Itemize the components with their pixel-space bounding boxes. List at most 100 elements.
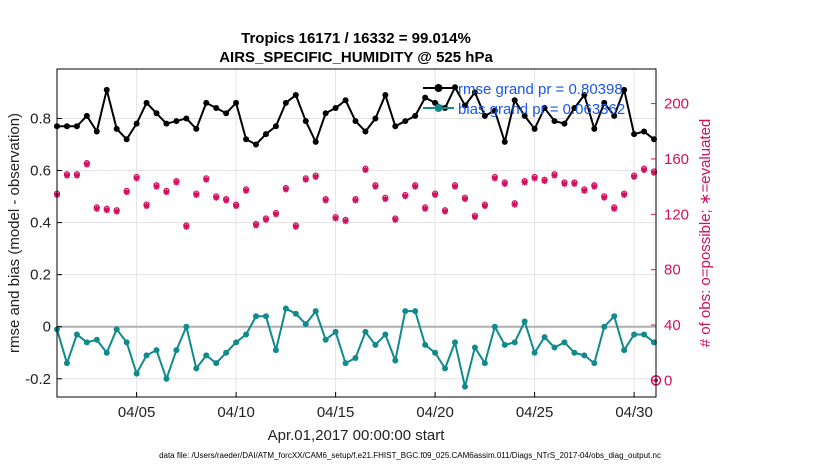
- bias-point: [412, 308, 419, 315]
- obs-evaluated-point: [541, 178, 548, 185]
- obs-evaluated-point: [243, 187, 250, 194]
- bias-point: [133, 370, 140, 377]
- chart-title-line2: AIRS_SPECIFIC_HUMIDITY @ 525 hPa: [219, 49, 493, 66]
- rmse-point: [93, 128, 100, 135]
- obs-evaluated-point: [282, 186, 289, 193]
- rmse-point: [551, 118, 558, 125]
- rmse-point: [471, 89, 478, 96]
- obs-evaluated-point: [63, 172, 70, 179]
- rmse-point: [581, 92, 588, 99]
- bias-point: [561, 339, 568, 346]
- plot-area: [53, 68, 662, 398]
- bias-point: [332, 328, 339, 335]
- bias-point: [641, 331, 648, 338]
- rmse-point: [113, 125, 120, 132]
- right-axis: 0 40 80 120 160 200: [651, 96, 689, 389]
- rmse-point: [601, 99, 608, 106]
- obs-evaluated-point: [183, 223, 190, 230]
- y-axis-label-right: # of obs: o=possible; ∗=evaluated: [697, 119, 714, 348]
- rmse-point: [332, 105, 339, 112]
- bias-point: [372, 341, 379, 348]
- series-layer: [54, 84, 658, 390]
- rmse-point: [153, 110, 160, 117]
- y-right-tick-label: 0: [664, 372, 672, 389]
- rmse-point: [432, 99, 439, 106]
- plot-frame: [56, 68, 657, 398]
- rmse-point: [511, 97, 518, 104]
- bias-point: [103, 349, 110, 356]
- rmse-point: [73, 123, 80, 130]
- rmse-point: [521, 112, 528, 119]
- rmse-point: [422, 94, 429, 101]
- rmse-point: [83, 112, 90, 119]
- bias-point: [571, 349, 578, 356]
- rmse-point: [631, 131, 638, 138]
- y-axis-label: rmse and bias (model - observation): [6, 113, 23, 353]
- bias-point: [461, 383, 468, 390]
- obs-evaluated-point: [571, 180, 578, 187]
- bias-point: [631, 331, 638, 338]
- obs-evaluated-point: [272, 211, 279, 218]
- legend-bias-label: bias grand pr = 0.063362: [458, 101, 625, 118]
- bias-point: [193, 365, 200, 372]
- x-axis-label: Apr.01,2017 00:00:00 start: [268, 427, 446, 444]
- y-right-tick-label: 120: [664, 206, 689, 223]
- obs-evaluated-point: [452, 183, 459, 190]
- bias-point: [203, 352, 210, 359]
- y-tick-label: 0.2: [30, 267, 51, 284]
- bias-point: [213, 360, 220, 367]
- obs-evaluated-point: [103, 207, 110, 214]
- bias-point: [272, 347, 279, 354]
- obs-evaluated-point: [501, 180, 508, 187]
- bias-point: [392, 357, 399, 364]
- obs-evaluated-point: [73, 172, 80, 179]
- obs-evaluated-point: [342, 218, 349, 225]
- rmse-point: [352, 118, 359, 125]
- rmse-point: [611, 112, 618, 119]
- obs-evaluated-point: [352, 197, 359, 204]
- obs-evaluated-point: [511, 201, 518, 208]
- obs-evaluated-point: [93, 205, 100, 212]
- rmse-point: [591, 125, 598, 132]
- rmse-point: [621, 86, 628, 93]
- obs-evaluated-point: [253, 222, 260, 229]
- obs-evaluated-point: [372, 183, 379, 190]
- y-right-tick-label: 200: [664, 96, 689, 113]
- obs-evaluated-point: [362, 167, 369, 174]
- obs-evaluated-point: [83, 161, 90, 168]
- rmse-point: [262, 131, 269, 138]
- x-tick-label: 04/15: [317, 404, 355, 421]
- obs-evaluated-point: [521, 179, 528, 186]
- obs-evaluated-point: [173, 179, 180, 186]
- bias-point: [262, 313, 269, 320]
- rmse-point: [103, 86, 110, 93]
- rmse-point: [193, 125, 200, 132]
- y-right-tick-label: 40: [664, 317, 681, 334]
- x-tick-label: 04/30: [615, 404, 653, 421]
- obs-evaluated-point: [422, 205, 429, 212]
- obs-layer: [53, 160, 662, 386]
- obs-evaluated-point: [193, 191, 200, 198]
- rmse-point: [223, 110, 230, 117]
- bias-point: [442, 365, 449, 372]
- x-tick-label: 04/05: [118, 404, 156, 421]
- rmse-point: [641, 128, 648, 135]
- rmse-point: [302, 118, 309, 125]
- rmse-point: [461, 102, 468, 109]
- rmse-point: [342, 97, 349, 104]
- obs-evaluated-point: [461, 196, 468, 203]
- bias-point: [511, 339, 518, 346]
- rmse-point: [322, 110, 329, 117]
- obs-evaluated-point: [332, 215, 339, 222]
- bias-point: [621, 347, 628, 354]
- rmse-point: [233, 99, 240, 106]
- footer-data-file: data file: /Users/raeder/DAI/ATM_forcXX/…: [159, 451, 661, 460]
- obs-evaluated-point: [442, 208, 449, 215]
- rmse-point: [143, 99, 150, 106]
- x-tick-label: 04/20: [416, 404, 454, 421]
- y-right-tick-label: 160: [664, 151, 689, 168]
- bias-point: [591, 360, 598, 367]
- bias-point: [541, 334, 548, 341]
- legend-rmse-label: rmse grand pr = 0.80398: [458, 81, 623, 98]
- rmse-point: [123, 136, 130, 143]
